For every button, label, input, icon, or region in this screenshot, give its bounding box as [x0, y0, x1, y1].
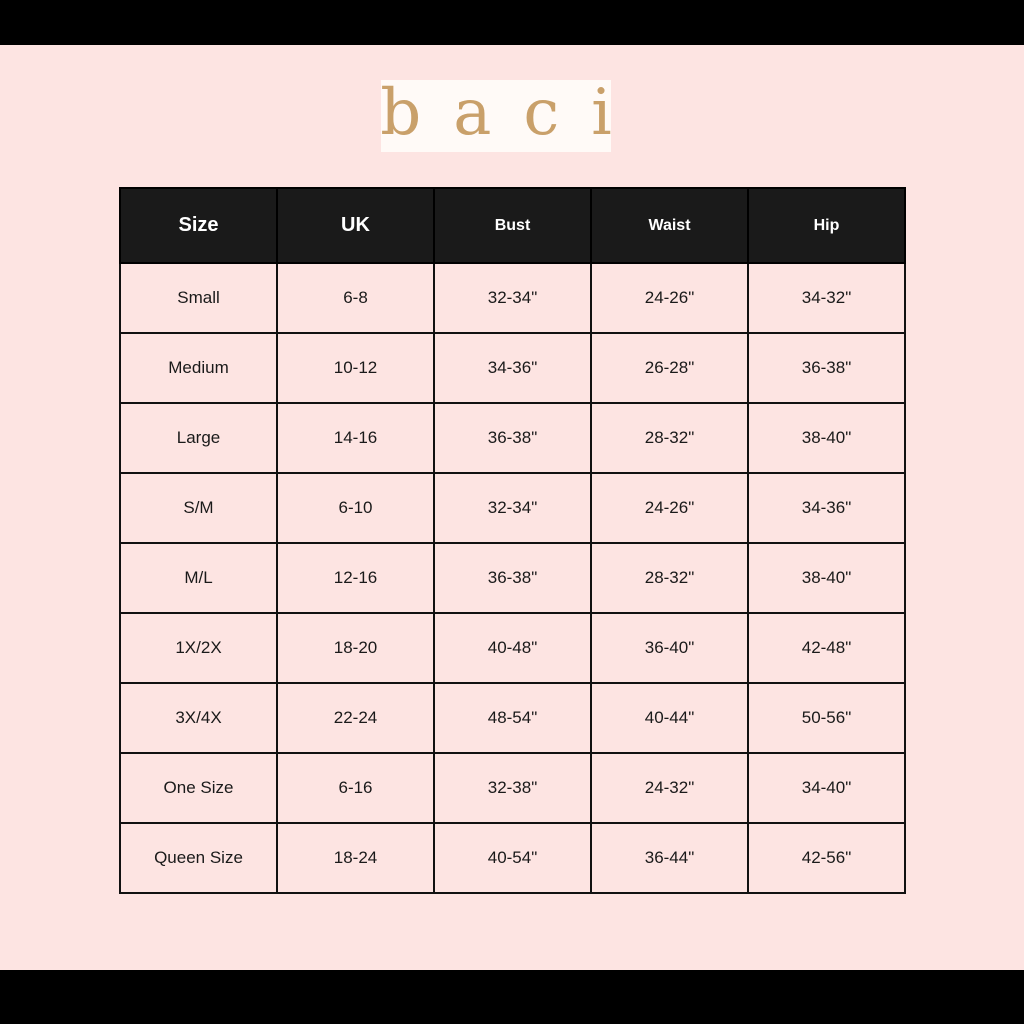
table-cell: 28-32"	[590, 542, 749, 614]
size-chart-table: Size UK Bust Waist Hip Small 6-8 32-34" 24-26" 3…	[119, 187, 906, 894]
table-cell: 36-40"	[590, 612, 749, 684]
table-cell: Medium	[119, 332, 278, 404]
table-cell: 34-36"	[433, 332, 592, 404]
table-cell: 42-48"	[747, 612, 906, 684]
table-cell: S/M	[119, 472, 278, 544]
table-cell: 28-32"	[590, 402, 749, 474]
table-cell: 14-16	[276, 402, 435, 474]
table-row: Queen Size 18-24 40-54" 36-44" 42-56"	[119, 822, 906, 894]
table-cell: Large	[119, 402, 278, 474]
table-header-row: Size UK Bust Waist Hip	[119, 187, 906, 264]
table-cell: 24-32"	[590, 752, 749, 824]
table-cell: 6-10	[276, 472, 435, 544]
table-cell: 32-34"	[433, 262, 592, 334]
column-header-waist: Waist	[590, 187, 749, 264]
table-cell: 26-28"	[590, 332, 749, 404]
table-cell: 12-16	[276, 542, 435, 614]
table-cell: 6-16	[276, 752, 435, 824]
table-cell: 18-24	[276, 822, 435, 894]
table-cell: 34-36"	[747, 472, 906, 544]
table-cell: 38-40"	[747, 402, 906, 474]
table-cell: 3X/4X	[119, 682, 278, 754]
table-cell: 6-8	[276, 262, 435, 334]
column-header-bust: Bust	[433, 187, 592, 264]
table-row: Large 14-16 36-38" 28-32" 38-40"	[119, 402, 906, 474]
table-cell: 36-38"	[747, 332, 906, 404]
table-row: 1X/2X 18-20 40-48" 36-40" 42-48"	[119, 612, 906, 684]
baci-logo: baci	[380, 80, 612, 152]
column-header-hip: Hip	[747, 187, 906, 264]
table-cell: 18-20	[276, 612, 435, 684]
table-row: Medium 10-12 34-36" 26-28" 36-38"	[119, 332, 906, 404]
table-row: One Size 6-16 32-38" 24-32" 34-40"	[119, 752, 906, 824]
top-letterbox-bar	[0, 0, 1024, 45]
table-cell: 40-48"	[433, 612, 592, 684]
table-cell: 22-24	[276, 682, 435, 754]
table-cell: 34-32"	[747, 262, 906, 334]
table-cell: 38-40"	[747, 542, 906, 614]
table-row: S/M 6-10 32-34" 24-26" 34-36"	[119, 472, 906, 544]
table-cell: 24-26"	[590, 472, 749, 544]
table-cell: 42-56"	[747, 822, 906, 894]
table-cell: 36-38"	[433, 402, 592, 474]
table-cell: 24-26"	[590, 262, 749, 334]
logo-text: baci	[380, 76, 644, 150]
column-header-uk: UK	[276, 187, 435, 264]
table-cell: 32-34"	[433, 472, 592, 544]
table-cell: 40-54"	[433, 822, 592, 894]
table-cell: 32-38"	[433, 752, 592, 824]
table-cell: Small	[119, 262, 278, 334]
table-cell: 36-44"	[590, 822, 749, 894]
table-cell: 1X/2X	[119, 612, 278, 684]
table-cell: M/L	[119, 542, 278, 614]
table-cell: 48-54"	[433, 682, 592, 754]
table-cell: One Size	[119, 752, 278, 824]
table-cell: Queen Size	[119, 822, 278, 894]
table-cell: 50-56"	[747, 682, 906, 754]
table-cell: 34-40"	[747, 752, 906, 824]
table-row: M/L 12-16 36-38" 28-32" 38-40"	[119, 542, 906, 614]
table-row: Small 6-8 32-34" 24-26" 34-32"	[119, 262, 906, 334]
table-row: 3X/4X 22-24 48-54" 40-44" 50-56"	[119, 682, 906, 754]
table-cell: 40-44"	[590, 682, 749, 754]
table-cell: 10-12	[276, 332, 435, 404]
table-cell: 36-38"	[433, 542, 592, 614]
column-header-size: Size	[119, 187, 278, 264]
bottom-letterbox-bar	[0, 970, 1024, 1024]
